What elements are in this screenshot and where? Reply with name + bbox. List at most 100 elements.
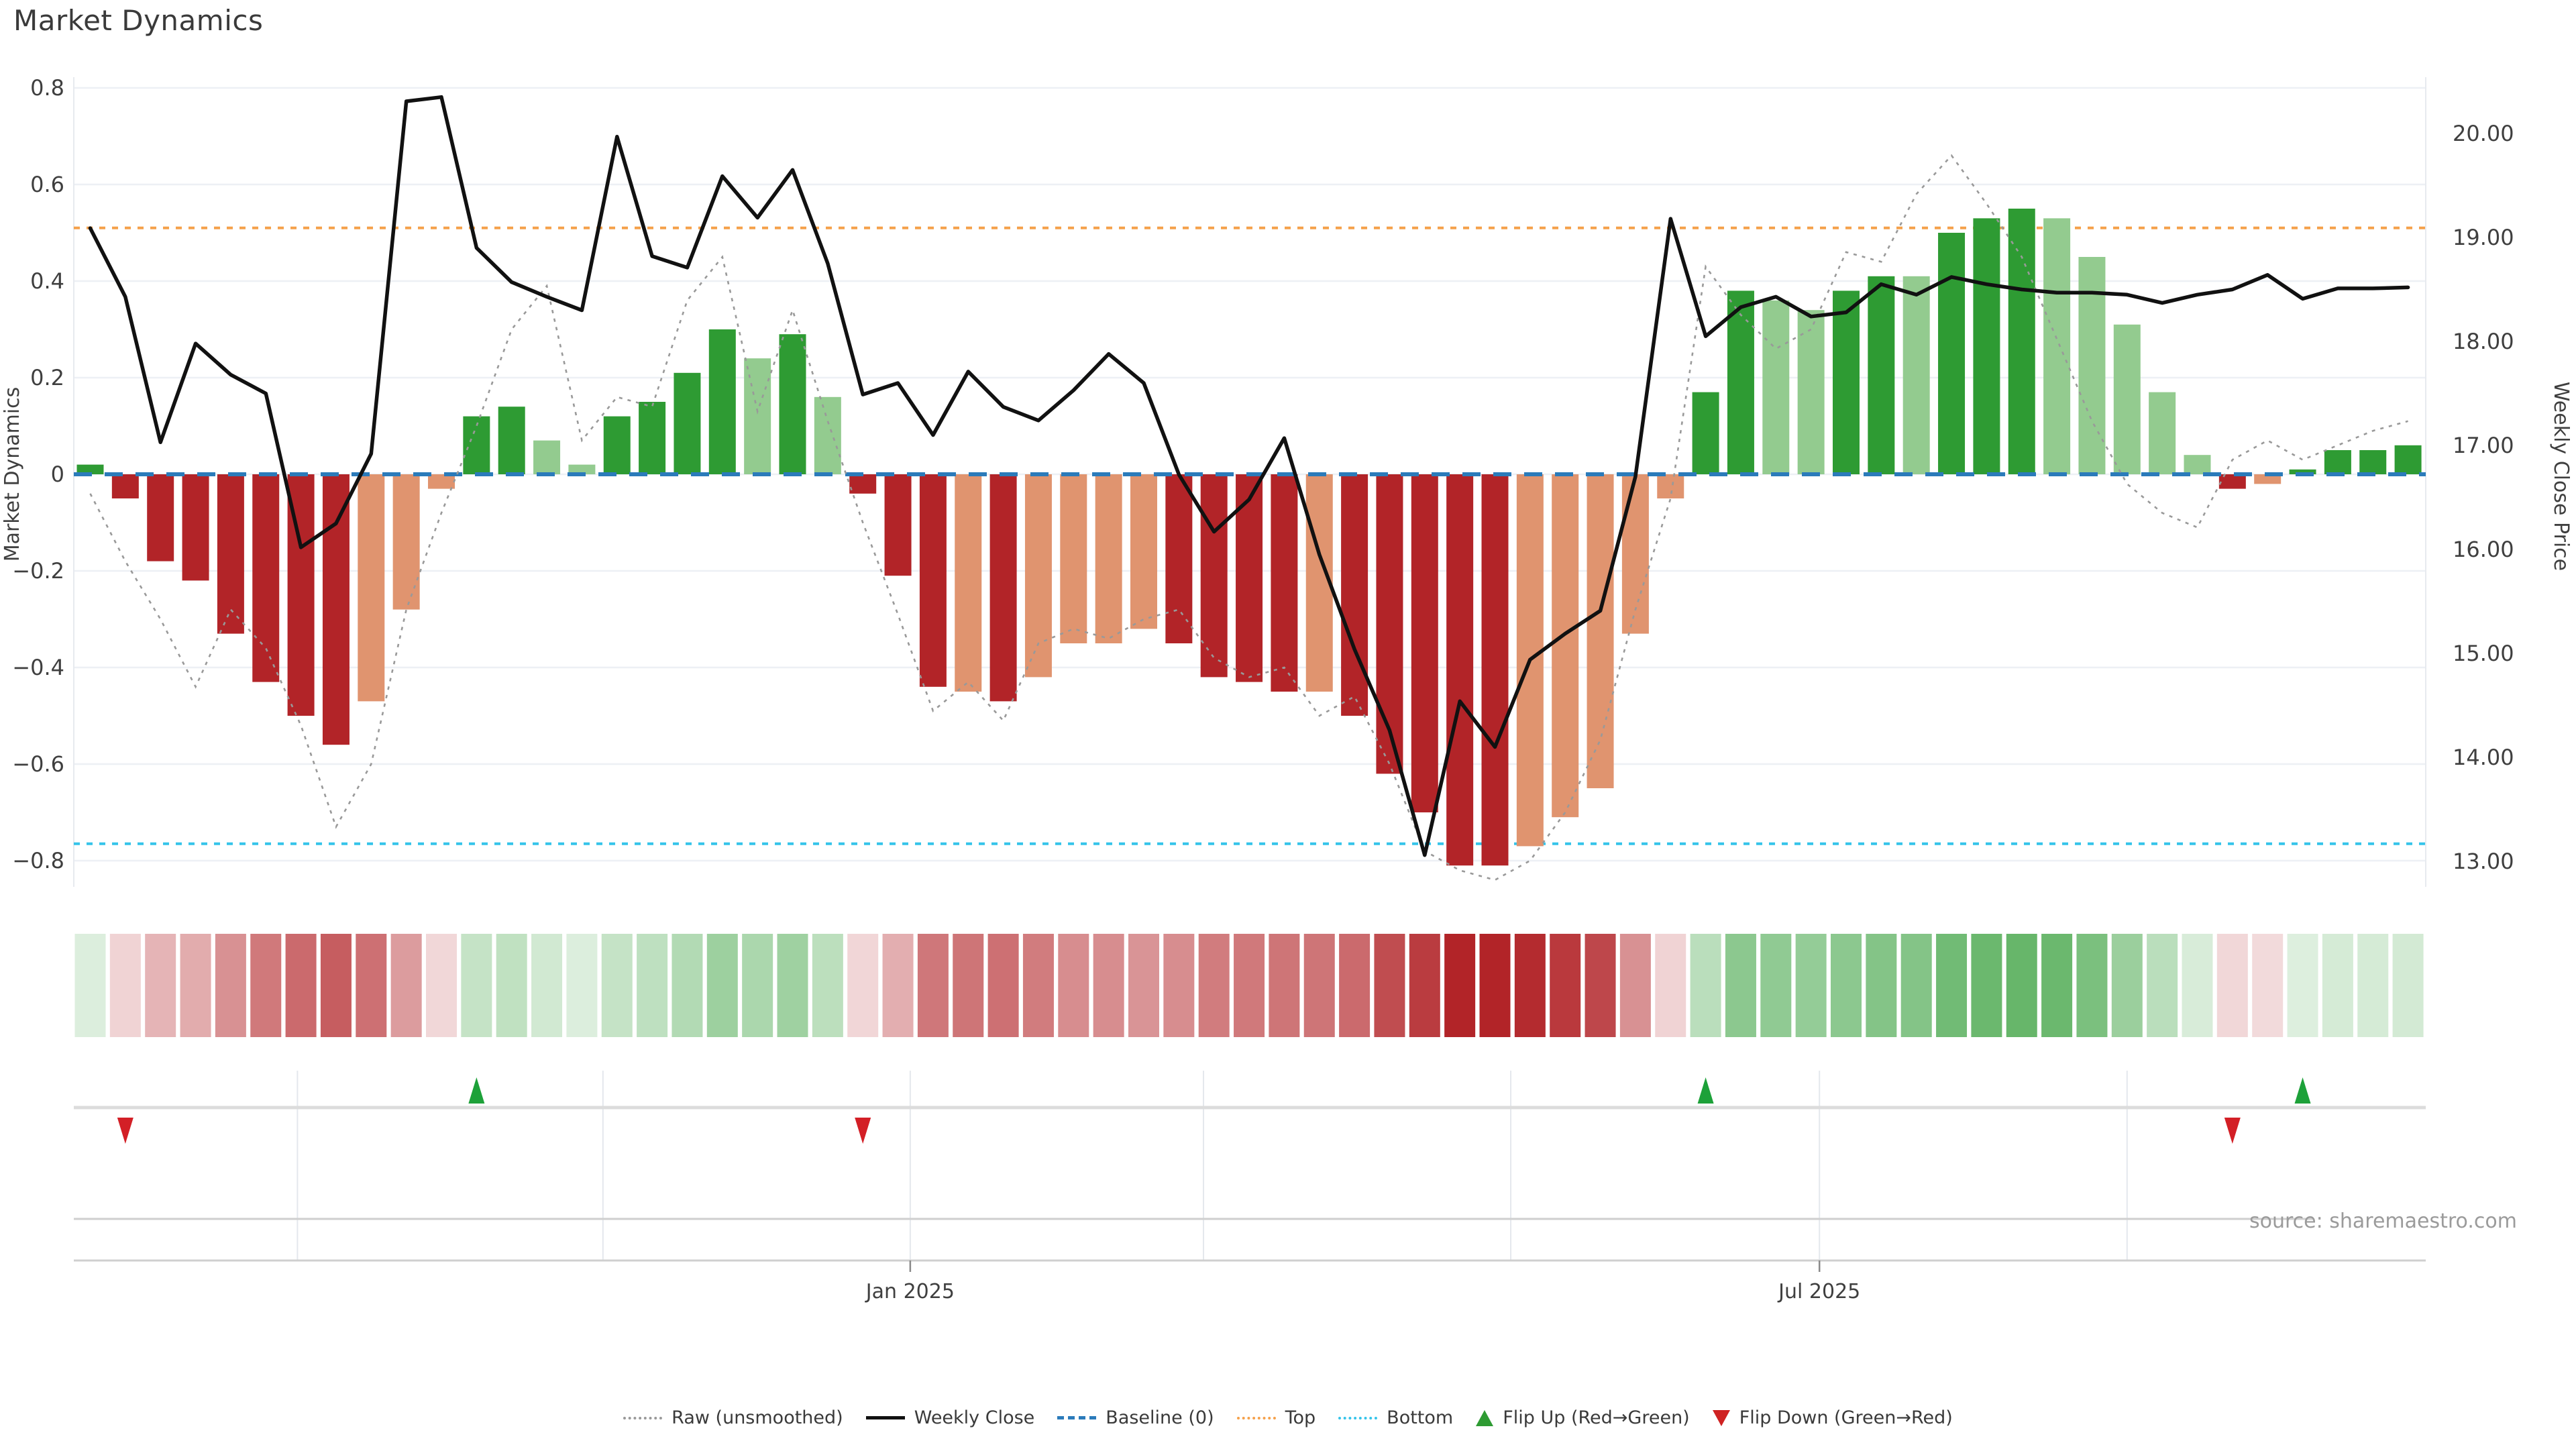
right-tick-label: 17.00 — [2453, 433, 2514, 458]
heatmap-cell — [1022, 934, 1054, 1037]
raw-line — [89, 154, 2408, 881]
heatmap-cell — [2392, 934, 2424, 1037]
dynamics-bar — [2218, 474, 2246, 489]
right-tick-label: 13.00 — [2453, 849, 2514, 874]
heatmap-cell — [461, 934, 492, 1037]
heatmap-cell — [145, 934, 176, 1037]
heatmap-cell — [742, 934, 773, 1037]
tri-up-icon — [1476, 1409, 1494, 1426]
dynamics-bar — [989, 474, 1017, 702]
dynamics-bar — [358, 474, 385, 702]
flip-up-marker — [1697, 1077, 1714, 1104]
dynamics-bar — [2043, 218, 2071, 474]
heatmap-cell — [496, 934, 527, 1037]
heatmap-cell — [180, 934, 211, 1037]
tri-down-icon — [1712, 1409, 1730, 1426]
heatmap-cell — [1760, 934, 1792, 1037]
dynamics-bar — [1236, 474, 1263, 682]
heatmap-cell — [812, 934, 843, 1037]
heatmap-cell — [882, 934, 914, 1037]
heatmap-cell — [987, 934, 1019, 1037]
heatmap-cell — [2041, 934, 2073, 1037]
dynamics-bar — [1727, 290, 1754, 474]
dot-gray-swatch — [623, 1416, 663, 1419]
right-tick-label: 19.00 — [2453, 225, 2514, 250]
right-tick-label: 14.00 — [2453, 745, 2514, 770]
legend-item-dot-cyan: Bottom — [1338, 1407, 1453, 1428]
legend-label: Bottom — [1387, 1407, 1454, 1428]
heatmap-cell — [1234, 934, 1265, 1037]
dynamics-bar — [884, 474, 912, 576]
heatmap-cell — [777, 934, 808, 1037]
flip-down-marker — [855, 1118, 871, 1144]
dynamics-bar — [1024, 474, 1052, 678]
dynamics-bar — [849, 474, 877, 494]
heatmap-cell — [953, 934, 984, 1037]
heatmap-cell — [1866, 934, 1897, 1037]
solid-black-swatch — [865, 1416, 905, 1419]
dash-blue-swatch — [1057, 1416, 1097, 1419]
heatmap-cell — [2287, 934, 2318, 1037]
heatmap-cell — [917, 934, 949, 1037]
heatmap-cell — [1619, 934, 1651, 1037]
legend-label: Raw (unsmoothed) — [672, 1407, 843, 1428]
legend: Raw (unsmoothed) Weekly Close Baseline (0)… — [0, 1407, 2576, 1428]
heatmap-cell — [1198, 934, 1230, 1037]
dynamics-bar — [814, 396, 841, 474]
dynamics-bar — [744, 358, 771, 474]
legend-item-dash-blue: Baseline (0) — [1057, 1407, 1214, 1428]
heatmap-cell — [1269, 934, 1300, 1037]
dynamics-bar — [1552, 474, 1579, 818]
heatmap-cell — [1655, 934, 1686, 1037]
heatmap-cell — [1444, 934, 1476, 1037]
dot-orange-swatch — [1236, 1416, 1276, 1419]
left-tick-label: 0.2 — [30, 365, 64, 390]
heatmap-cell — [1936, 934, 1968, 1037]
heatmap-cell — [1163, 934, 1195, 1037]
dynamics-bar — [1095, 474, 1122, 643]
dynamics-bar — [2184, 455, 2211, 474]
dynamics-bar — [674, 372, 701, 474]
heatmap-cell — [847, 934, 879, 1037]
heatmap-cell — [2357, 934, 2389, 1037]
heatmap-cell — [1514, 934, 1546, 1037]
dynamics-bar — [1833, 290, 1860, 474]
dynamics-bar — [1868, 276, 1895, 474]
heatmap-cell — [426, 934, 457, 1037]
heatmap-cell — [1690, 934, 1721, 1037]
left-tick-label: −0.4 — [12, 655, 64, 680]
x-tick-label: Jan 2025 — [865, 1280, 955, 1303]
dynamics-bar — [111, 474, 139, 498]
heatmap-cell — [1795, 934, 1827, 1037]
legend-label: Flip Down (Green→Red) — [1739, 1407, 1953, 1428]
dynamics-bar — [1973, 218, 2000, 474]
dynamics-bar — [1797, 310, 1825, 474]
dynamics-bar — [603, 416, 631, 474]
dynamics-bar — [1130, 474, 1157, 629]
dynamics-bar — [779, 334, 806, 474]
flip-down-marker — [2224, 1118, 2241, 1144]
right-axis-title: Weekly Close Price — [2549, 382, 2573, 571]
heatmap-cell — [1339, 934, 1371, 1037]
dynamics-bar — [919, 474, 947, 687]
dynamics-bar — [1657, 474, 1684, 498]
legend-label: Baseline (0) — [1106, 1407, 1214, 1428]
heatmap-cell — [1585, 934, 1616, 1037]
heatmap-cell — [320, 934, 352, 1037]
heatmap-cell — [1971, 934, 2002, 1037]
heatmap-cell — [1374, 934, 1405, 1037]
dynamics-bar — [2254, 474, 2282, 484]
heatmap-cell — [1725, 934, 1756, 1037]
heatmap-cell — [531, 934, 563, 1037]
heatmap-cell — [2252, 934, 2284, 1037]
right-tick-label: 15.00 — [2453, 641, 2514, 666]
dynamics-bar — [2113, 324, 2141, 474]
dynamics-bar — [1481, 474, 1509, 866]
heatmap-cell — [285, 934, 317, 1037]
legend-item-dot-orange: Top — [1236, 1407, 1316, 1428]
legend-item-tri-down: Flip Down (Green→Red) — [1712, 1407, 1953, 1428]
heatmap-cell — [1303, 934, 1335, 1037]
dynamics-bar — [1938, 233, 1966, 474]
heatmap-cell — [250, 934, 282, 1037]
